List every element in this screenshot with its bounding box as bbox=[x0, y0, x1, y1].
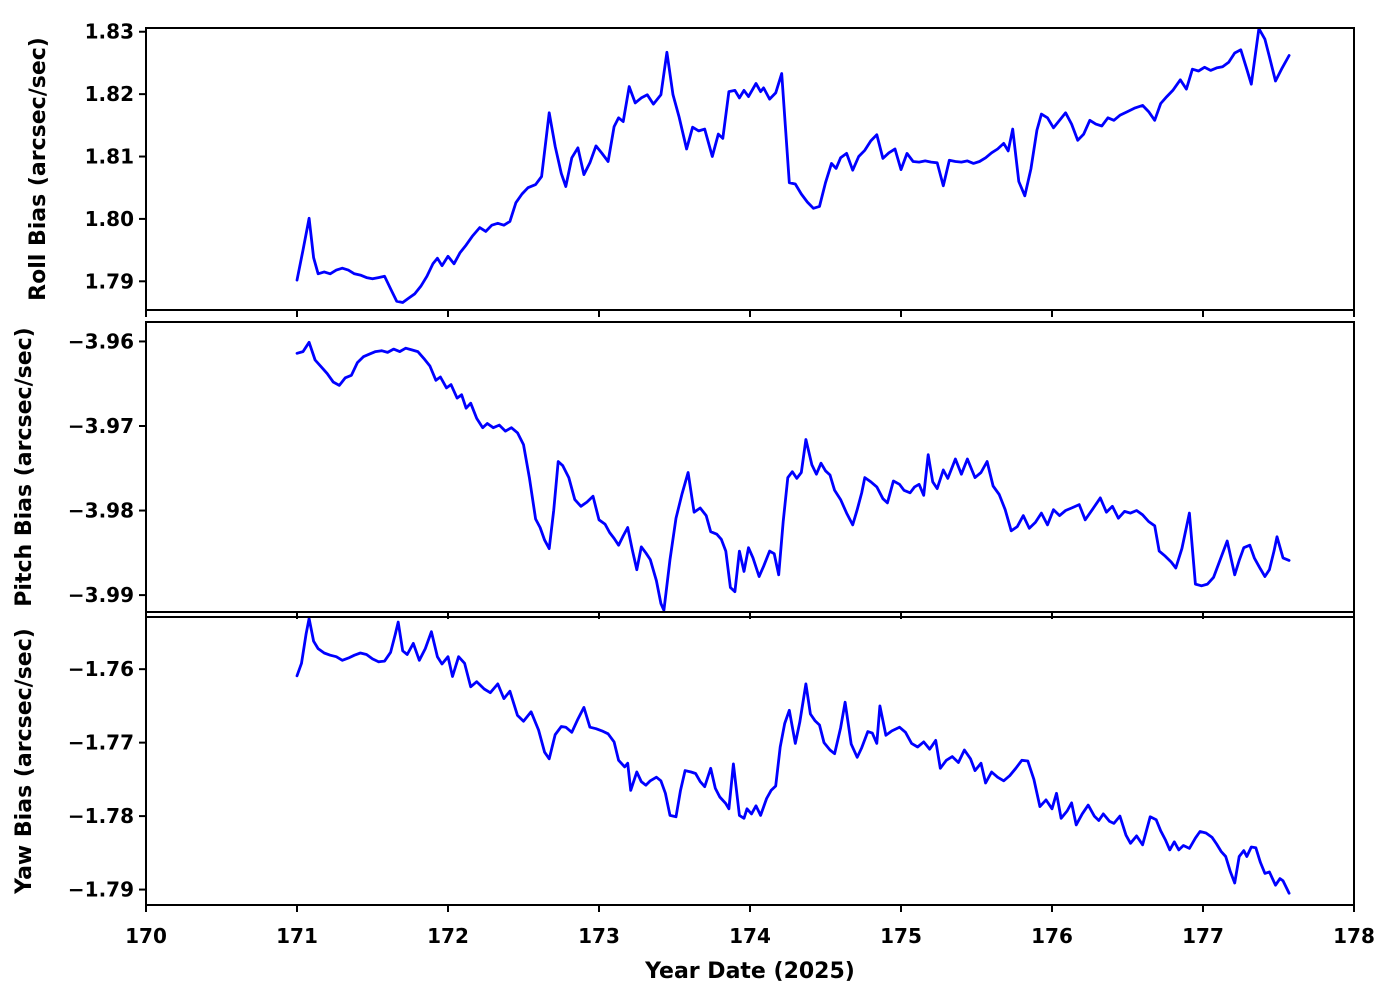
pitch-bias-y-tick-label: −3.96 bbox=[68, 329, 134, 353]
roll-bias-y-tick-label: 1.79 bbox=[85, 269, 134, 293]
roll-bias-y-tick-label: 1.81 bbox=[85, 145, 134, 169]
y-axis-label-roll: Roll Bias (arcsec/sec) bbox=[26, 37, 51, 301]
yaw-bias-y-tick-label: −1.79 bbox=[68, 878, 134, 902]
roll-bias-y-tick-label: 1.82 bbox=[85, 82, 134, 106]
x-tick-label: 173 bbox=[578, 924, 620, 948]
yaw-bias-y-tick-label: −1.76 bbox=[68, 657, 134, 681]
roll-bias-series-line bbox=[295, 28, 1291, 304]
pitch-bias-y-tick-label: −3.97 bbox=[68, 414, 134, 438]
x-tick-label: 170 bbox=[125, 924, 167, 948]
x-axis-label: Year Date (2025) bbox=[644, 959, 855, 984]
pitch-bias-y-tick-label: −3.98 bbox=[68, 499, 134, 523]
yaw-bias-y-tick-label: −1.78 bbox=[68, 804, 134, 828]
x-tick-label: 176 bbox=[1031, 924, 1073, 948]
x-tick-label: 178 bbox=[1333, 924, 1375, 948]
x-tick-label: 177 bbox=[1182, 924, 1224, 948]
pitch-bias-frame bbox=[145, 321, 1355, 613]
yaw-bias-frame bbox=[145, 616, 1355, 906]
pitch-bias-y-tick-label: −3.99 bbox=[68, 583, 134, 607]
roll-bias-y-tick-label: 1.80 bbox=[85, 207, 134, 231]
yaw-bias-series-line bbox=[295, 617, 1291, 895]
roll-bias-frame bbox=[145, 27, 1355, 311]
yaw-bias-y-tick-label: −1.77 bbox=[68, 731, 134, 755]
x-tick-label: 175 bbox=[880, 924, 922, 948]
x-tick-label: 171 bbox=[276, 924, 318, 948]
y-axis-label-pitch: Pitch Bias (arcsec/sec) bbox=[12, 327, 37, 606]
panels-layer: 1.79 1.80 1.81 1.82 1.83 −3.96 −3.97 −3.98 −3.99… bbox=[68, 20, 1375, 948]
pitch-bias-panel: −3.96 −3.97 −3.98 −3.99 bbox=[68, 321, 1355, 619]
pitch-bias-series-line bbox=[295, 340, 1291, 612]
roll-bias-panel: 1.79 1.80 1.81 1.82 1.83 bbox=[85, 20, 1355, 317]
roll-bias-y-tick-label: 1.83 bbox=[85, 20, 134, 44]
y-axis-label-yaw: Yaw Bias (arcsec/sec) bbox=[12, 628, 37, 895]
yaw-bias-panel: −1.76 −1.77 −1.78 −1.79 170 171 172 173 174 175 17… bbox=[68, 616, 1375, 948]
x-tick-label: 174 bbox=[729, 924, 771, 948]
x-tick-label: 172 bbox=[427, 924, 469, 948]
